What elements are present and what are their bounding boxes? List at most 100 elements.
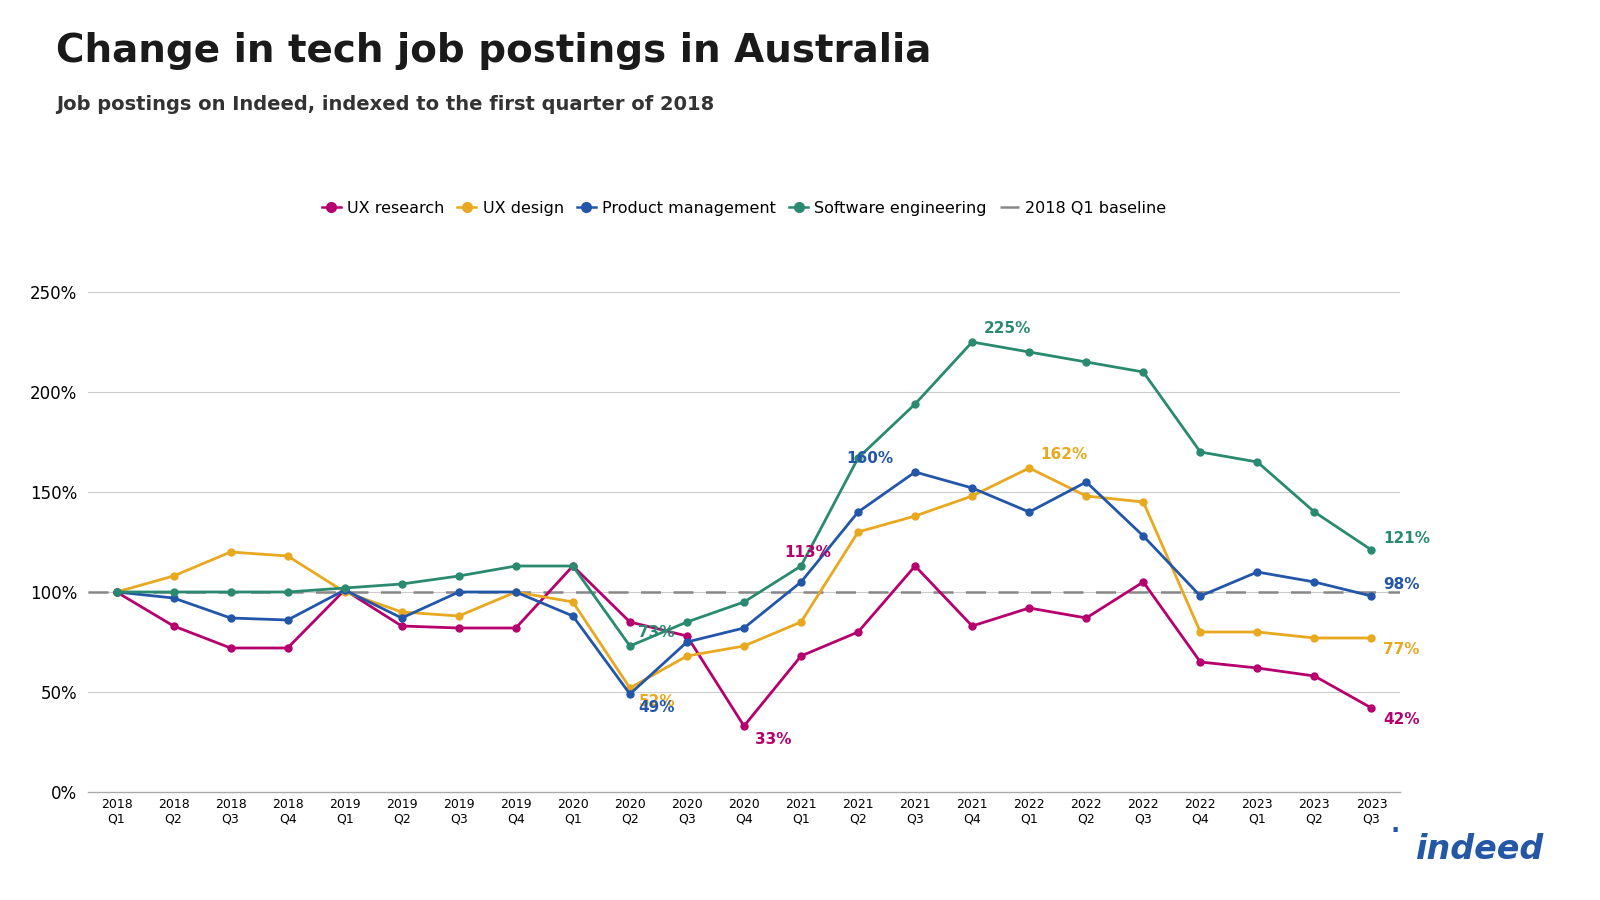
Software engineering (1077, 356, 1096, 367)
Software engineering (906, 399, 925, 410)
UX design (906, 510, 925, 521)
Product management (163, 592, 182, 603)
Software engineering (1190, 446, 1210, 457)
Product management (1134, 531, 1154, 542)
Text: indeed: indeed (1416, 832, 1544, 866)
UX research (450, 623, 469, 634)
UX research (506, 623, 525, 634)
Line: UX design: UX design (114, 464, 1374, 691)
Software engineering (1134, 366, 1154, 377)
Software engineering (450, 571, 469, 581)
Text: 160%: 160% (846, 451, 894, 466)
UX research (1306, 670, 1325, 681)
UX research (677, 631, 696, 642)
Software engineering (392, 579, 411, 590)
Text: Job postings on Indeed, indexed to the first quarter of 2018: Job postings on Indeed, indexed to the f… (56, 94, 714, 113)
Software engineering (221, 587, 240, 598)
UX design (450, 610, 469, 621)
Text: 73%: 73% (638, 625, 675, 640)
Product management (221, 613, 240, 624)
UX design (221, 546, 240, 557)
Software engineering (107, 587, 126, 598)
Text: 77%: 77% (1382, 642, 1419, 657)
Line: Product management: Product management (114, 469, 1374, 698)
UX design (792, 616, 811, 627)
UX design (963, 491, 982, 501)
Product management (677, 636, 696, 647)
Line: UX research: UX research (114, 562, 1374, 730)
UX design (278, 551, 298, 562)
Software engineering (506, 561, 525, 572)
UX design (1362, 633, 1381, 643)
UX research (848, 626, 867, 637)
Software engineering (278, 587, 298, 598)
UX research (392, 621, 411, 632)
UX design (677, 651, 696, 661)
Software engineering (963, 337, 982, 347)
Text: 225%: 225% (984, 321, 1030, 336)
Product management (334, 585, 354, 596)
Product management (563, 610, 582, 621)
Text: 113%: 113% (784, 545, 830, 560)
Software engineering (1362, 544, 1381, 555)
UX research (734, 721, 754, 732)
Software engineering (1306, 507, 1325, 517)
Software engineering (621, 641, 640, 652)
UX research (1134, 577, 1154, 588)
UX design (734, 641, 754, 652)
UX research (1077, 613, 1096, 624)
Software engineering (163, 587, 182, 598)
Software engineering (1019, 346, 1038, 357)
UX design (163, 571, 182, 581)
UX research (563, 561, 582, 572)
UX design (1248, 626, 1267, 637)
Product management (1362, 590, 1381, 601)
Text: ·: · (1389, 811, 1402, 853)
Product management (1019, 507, 1038, 517)
Text: 98%: 98% (1382, 577, 1419, 592)
UX design (107, 587, 126, 598)
UX research (107, 587, 126, 598)
UX research (1362, 703, 1381, 714)
UX design (334, 587, 354, 598)
Text: 49%: 49% (638, 700, 675, 715)
Software engineering (1248, 456, 1267, 467)
Software engineering (792, 561, 811, 572)
Product management (621, 688, 640, 699)
UX research (163, 621, 182, 632)
Product management (792, 577, 811, 588)
Product management (450, 587, 469, 598)
Product management (963, 482, 982, 493)
Software engineering (734, 597, 754, 608)
UX research (334, 585, 354, 596)
UX research (963, 621, 982, 632)
Product management (906, 466, 925, 477)
Product management (392, 613, 411, 624)
UX design (1306, 633, 1325, 643)
UX design (1190, 626, 1210, 637)
Text: 121%: 121% (1382, 531, 1430, 546)
UX research (792, 651, 811, 661)
UX research (278, 643, 298, 653)
UX design (1019, 463, 1038, 473)
Software engineering (677, 616, 696, 627)
Product management (278, 615, 298, 626)
UX design (392, 607, 411, 617)
Product management (107, 587, 126, 598)
Line: Software engineering: Software engineering (114, 338, 1374, 650)
Product management (1077, 477, 1096, 488)
Product management (1190, 590, 1210, 601)
UX design (621, 682, 640, 693)
UX design (1077, 491, 1096, 501)
Product management (1306, 577, 1325, 588)
Product management (848, 507, 867, 517)
UX design (506, 587, 525, 598)
Product management (506, 587, 525, 598)
Text: 162%: 162% (1040, 447, 1088, 462)
UX design (848, 526, 867, 537)
UX design (563, 597, 582, 608)
UX research (1190, 657, 1210, 668)
Text: 33%: 33% (755, 732, 792, 747)
Text: 52%: 52% (638, 694, 675, 709)
Product management (1248, 567, 1267, 578)
